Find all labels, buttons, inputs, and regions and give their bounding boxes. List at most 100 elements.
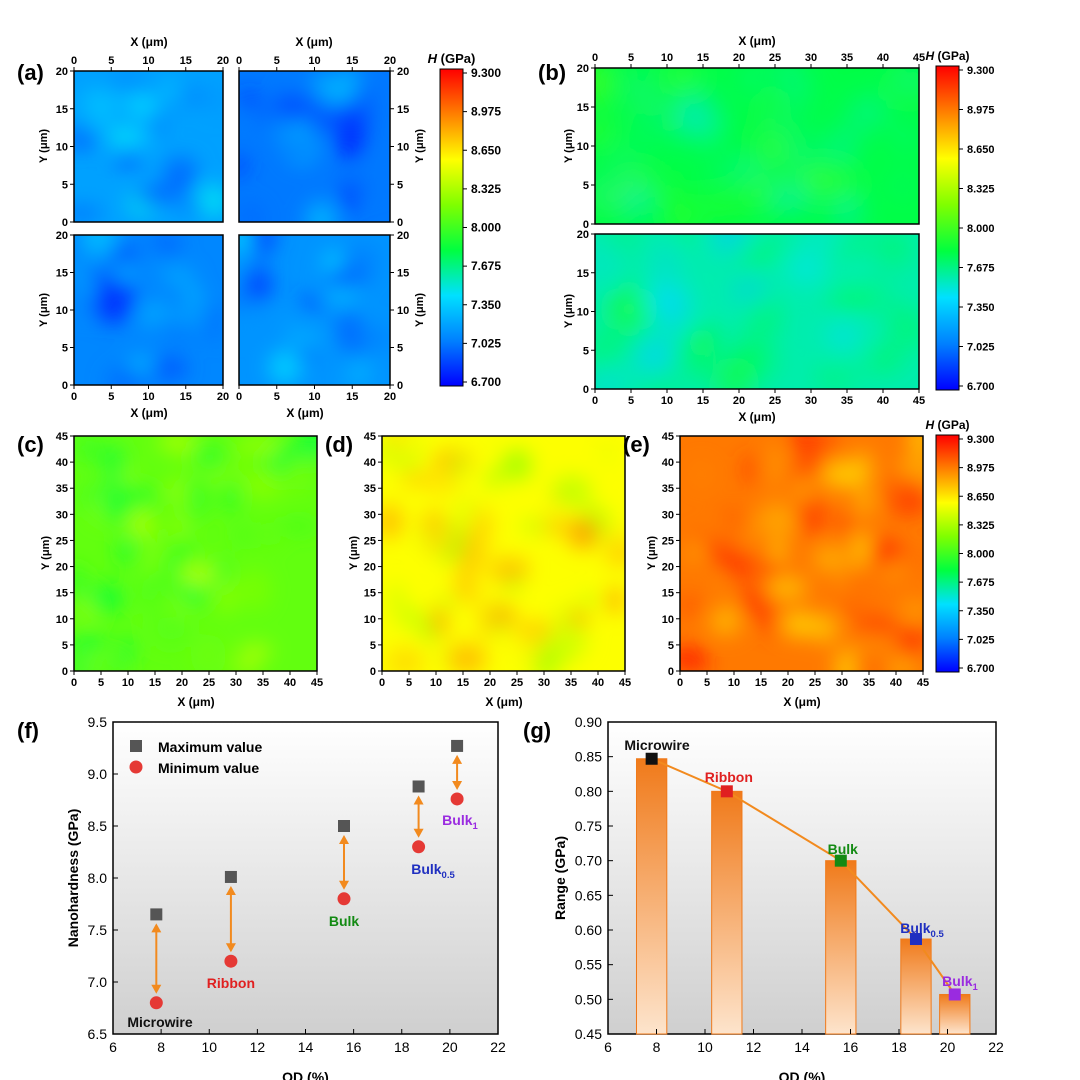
map-blob [680, 594, 702, 616]
y-tick-label: 6.5 [88, 1026, 108, 1042]
map-blob [674, 234, 697, 246]
c-y-tick-label: 20 [56, 562, 68, 574]
c-y-tick-label: 15 [56, 588, 68, 600]
map-blob [154, 523, 171, 545]
colorbar-tick-label: 8.000 [471, 221, 501, 235]
map-blob [680, 544, 693, 565]
map-blob [240, 568, 271, 611]
e-y-tick-label: 25 [662, 535, 674, 547]
map-blob [759, 360, 787, 384]
map-blob [605, 587, 625, 614]
map-blob [595, 334, 613, 373]
map-blob [769, 441, 783, 483]
b-bottom-tick-label: 45 [913, 395, 925, 407]
map-blob [608, 287, 650, 331]
map-blob [878, 90, 915, 104]
map-blob [906, 603, 923, 616]
x-tick-label: 16 [346, 1039, 362, 1055]
y-tick-label: 8.5 [88, 818, 108, 834]
map-blob [394, 436, 432, 456]
range-point [720, 785, 733, 798]
colorbar-gradient [935, 65, 960, 391]
d-x-tick-label: 5 [406, 677, 412, 689]
a-left-bottom-tick-label: 0 [62, 380, 68, 392]
range-arrow-head [225, 885, 236, 895]
map-blob [858, 493, 872, 515]
y-tick-label: 0.70 [575, 853, 602, 869]
colorbar-tick-label: 8.975 [967, 105, 995, 117]
y-axis-title: Nanohardness (GPa) [65, 809, 81, 947]
map-blob [362, 151, 390, 195]
map-blob [223, 479, 240, 515]
colorbar-tick-label: 7.675 [471, 259, 501, 273]
map-blob [352, 85, 376, 111]
map-texture [680, 436, 923, 671]
map-blob [591, 437, 624, 459]
d-x-tick-label: 45 [619, 677, 631, 689]
colorbar-tick-label: 8.650 [471, 143, 501, 157]
a-left-top-tick-label: 10 [56, 142, 68, 154]
panel-label-g: (g) [523, 718, 551, 743]
map-blob [827, 284, 857, 309]
map-blob [100, 442, 127, 484]
a-x-title: X (μm) [130, 406, 167, 420]
map-blob [595, 68, 613, 105]
b-top-tick-label: 25 [769, 52, 781, 64]
colorbar-tick-label: 8.325 [967, 520, 995, 532]
a-bottom-right-tick-label: 15 [346, 391, 358, 403]
c-y-tick-label: 0 [62, 666, 68, 678]
a-bottom-right-tick-label: 10 [308, 391, 320, 403]
b-left-top-tick-label: 15 [577, 102, 589, 114]
map-blob [851, 572, 895, 611]
colorbars: H (GPa)9.3008.9758.6508.3258.0007.6757.3… [428, 49, 995, 675]
map-blob [745, 177, 772, 208]
legend-min-label: Minimum value [158, 760, 259, 776]
map-a0 [73, 70, 224, 223]
map-blob [422, 620, 436, 643]
map-blob [453, 567, 479, 605]
x-tick-label: 8 [157, 1039, 165, 1055]
map-blob [743, 454, 757, 486]
map-a3 [238, 234, 391, 386]
map-blob [715, 234, 746, 255]
a-right-top-tick-label: 0 [397, 217, 403, 229]
map-blob [580, 594, 598, 608]
b-left-top-tick-label: 0 [583, 219, 589, 231]
b-left-bottom-tick-label: 15 [577, 268, 589, 280]
map-blob [756, 292, 776, 335]
map-blob [644, 99, 673, 141]
a-right-bottom-tick-label: 20 [397, 230, 409, 242]
map-blob [902, 269, 918, 287]
map-blob [670, 200, 698, 224]
a-right-top-tick-label: 20 [397, 66, 409, 78]
map-blob [239, 113, 254, 147]
map-blob [74, 634, 110, 652]
b-bottom-tick-label: 30 [805, 395, 817, 407]
map-blob [316, 71, 334, 98]
x-axis-title: OD (%) [779, 1069, 826, 1080]
colorbar-tick-label: 7.025 [471, 336, 501, 350]
y-tick-label: 0.50 [575, 991, 602, 1007]
c-y-tick-label: 25 [56, 535, 68, 547]
b-bottom-tick-label: 40 [877, 395, 889, 407]
c-x-tick-label: 45 [311, 677, 323, 689]
b-bottom-tick-label: 20 [733, 395, 745, 407]
map-blob [894, 312, 919, 348]
colorbar-tick-label: 7.675 [967, 577, 995, 589]
map-blob [116, 534, 134, 568]
a-top-left-tick-label: 0 [71, 55, 77, 67]
map-blob [165, 314, 207, 327]
map-blob [849, 99, 885, 129]
c-x-tick-label: 15 [149, 677, 161, 689]
map-blob [238, 644, 273, 658]
d-y-tick-label: 40 [364, 457, 376, 469]
a-right-bottom-tick-label: 10 [397, 305, 409, 317]
c-x-tick-label: 30 [230, 677, 242, 689]
map-blob [97, 295, 127, 324]
map-blob [239, 235, 251, 254]
map-blob [764, 576, 808, 600]
min-point [149, 996, 163, 1010]
x-tick-label: 10 [697, 1039, 713, 1055]
colorbar-title: H (GPa) [925, 418, 969, 432]
map-blob [149, 235, 182, 257]
